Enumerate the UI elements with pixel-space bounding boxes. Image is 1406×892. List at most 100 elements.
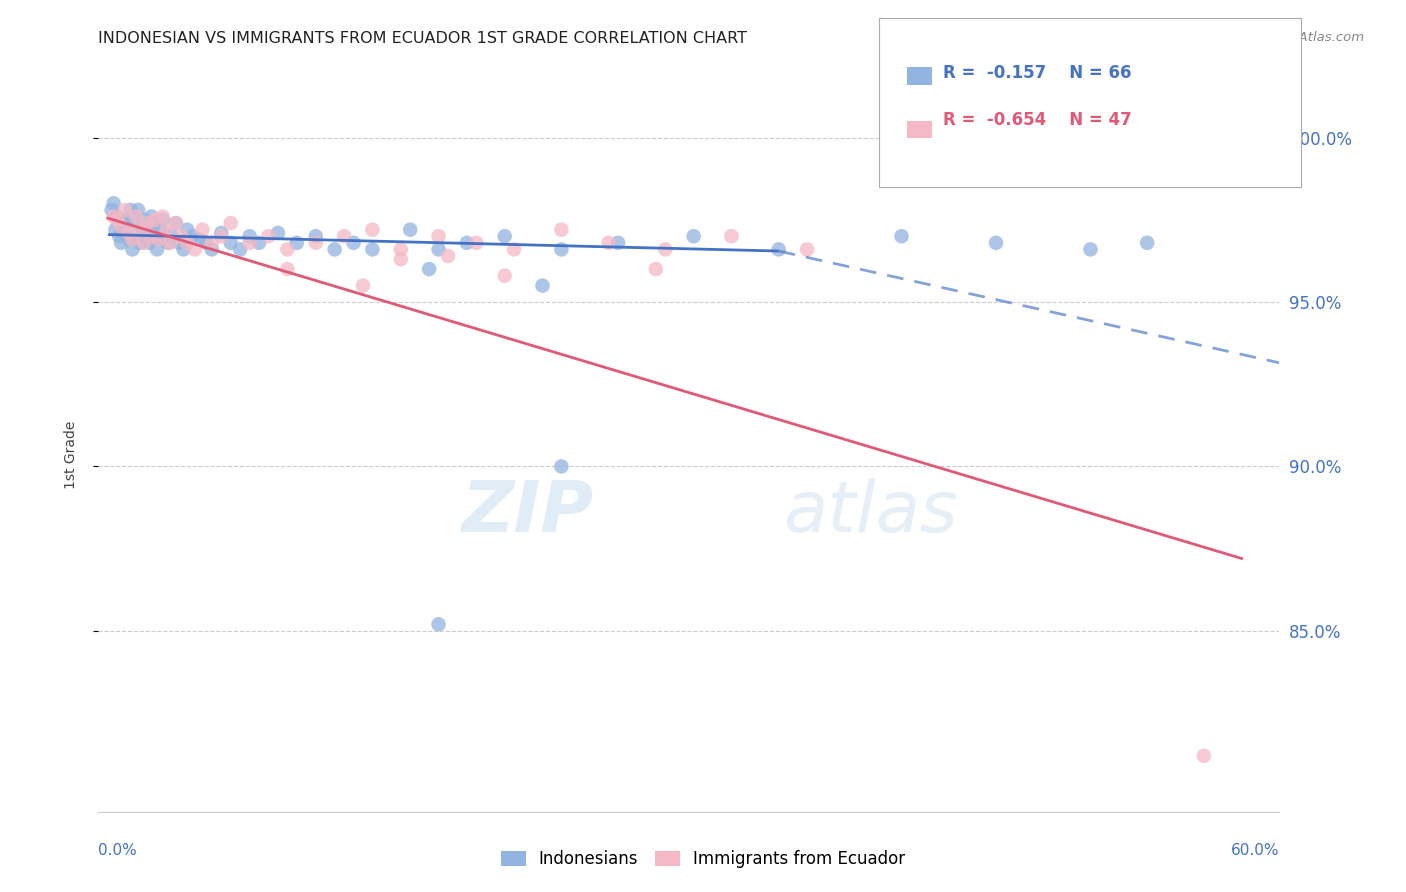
- Point: [111, 216, 134, 230]
- Point: [1136, 235, 1159, 250]
- Point: [184, 243, 207, 257]
- Point: [191, 222, 214, 236]
- Point: [132, 212, 155, 227]
- Point: [108, 229, 131, 244]
- Point: [219, 216, 242, 230]
- Point: [165, 216, 187, 230]
- Point: [352, 278, 374, 293]
- Point: [141, 229, 163, 244]
- Point: [118, 233, 141, 247]
- Point: [361, 222, 384, 236]
- Point: [159, 235, 181, 250]
- Point: [124, 216, 146, 230]
- Point: [984, 235, 1007, 250]
- Point: [115, 212, 138, 227]
- Point: [104, 222, 127, 236]
- Point: [494, 229, 516, 244]
- Point: [796, 243, 818, 257]
- Point: [239, 235, 262, 250]
- Point: [209, 226, 232, 240]
- Point: [550, 459, 572, 474]
- Text: 60.0%: 60.0%: [1232, 843, 1279, 858]
- Point: [720, 229, 742, 244]
- Point: [550, 222, 572, 236]
- Point: [598, 235, 620, 250]
- Point: [456, 235, 478, 250]
- Point: [305, 235, 328, 250]
- Point: [257, 229, 280, 244]
- Point: [399, 222, 422, 236]
- Point: [276, 262, 298, 277]
- Point: [114, 202, 136, 217]
- Point: [342, 235, 364, 250]
- Point: [418, 262, 440, 277]
- Point: [1080, 243, 1102, 257]
- Text: Source: ZipAtlas.com: Source: ZipAtlas.com: [1223, 31, 1364, 45]
- Point: [219, 235, 242, 250]
- Point: [165, 216, 187, 230]
- Point: [129, 222, 152, 236]
- Point: [531, 278, 554, 293]
- Point: [644, 262, 666, 277]
- Point: [148, 233, 170, 247]
- Legend: Indonesians, Immigrants from Ecuador: Indonesians, Immigrants from Ecuador: [494, 844, 912, 875]
- Point: [550, 243, 572, 257]
- Point: [333, 229, 356, 244]
- Point: [239, 229, 262, 244]
- Point: [181, 229, 204, 244]
- Text: 0.0%: 0.0%: [98, 843, 138, 858]
- Point: [465, 235, 488, 250]
- Point: [153, 226, 176, 240]
- Point: [103, 196, 125, 211]
- Text: INDONESIAN VS IMMIGRANTS FROM ECUADOR 1ST GRADE CORRELATION CHART: INDONESIAN VS IMMIGRANTS FROM ECUADOR 1S…: [98, 31, 748, 46]
- Point: [152, 212, 174, 227]
- Point: [129, 235, 152, 250]
- Point: [146, 243, 169, 257]
- Text: R =  -0.654    N = 47: R = -0.654 N = 47: [943, 112, 1132, 129]
- Point: [437, 249, 460, 263]
- Point: [100, 202, 122, 217]
- Point: [120, 202, 142, 217]
- Point: [135, 233, 157, 247]
- Point: [201, 243, 224, 257]
- Point: [138, 235, 160, 250]
- Point: [142, 229, 165, 244]
- Point: [494, 268, 516, 283]
- Point: [143, 216, 166, 230]
- Point: [125, 210, 148, 224]
- Point: [427, 229, 450, 244]
- Point: [132, 235, 155, 250]
- Point: [276, 243, 298, 257]
- Point: [152, 210, 174, 224]
- Point: [114, 226, 136, 240]
- Point: [136, 226, 159, 240]
- Point: [323, 243, 346, 257]
- Point: [131, 222, 153, 236]
- Y-axis label: 1st Grade: 1st Grade: [63, 421, 77, 489]
- Point: [143, 212, 166, 227]
- Point: [148, 222, 170, 236]
- Point: [682, 229, 704, 244]
- Point: [361, 243, 384, 257]
- Point: [890, 229, 912, 244]
- Point: [389, 252, 412, 267]
- Point: [285, 235, 308, 250]
- Point: [209, 229, 232, 244]
- Point: [172, 243, 194, 257]
- Point: [105, 210, 128, 224]
- Point: [105, 212, 128, 227]
- Point: [170, 229, 193, 244]
- Point: [155, 222, 177, 236]
- Point: [201, 235, 224, 250]
- Point: [427, 243, 450, 257]
- Point: [229, 243, 252, 257]
- Point: [141, 210, 163, 224]
- Point: [503, 243, 526, 257]
- Point: [187, 233, 209, 247]
- Point: [103, 210, 125, 224]
- Point: [160, 229, 183, 244]
- Point: [195, 235, 218, 250]
- Point: [654, 243, 676, 257]
- Point: [121, 243, 143, 257]
- Point: [157, 235, 180, 250]
